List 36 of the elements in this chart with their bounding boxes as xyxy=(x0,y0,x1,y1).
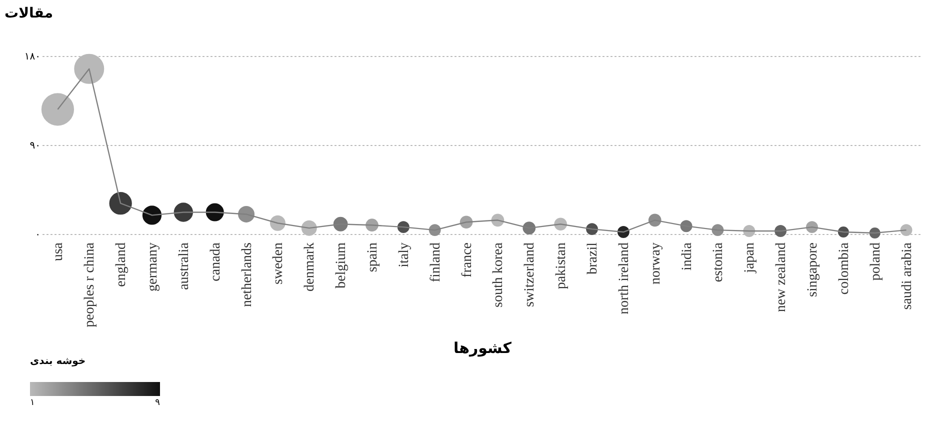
y-tick-label: ۹۰ xyxy=(30,140,40,152)
x-tick-label: italy xyxy=(396,242,412,268)
x-tick-label: finland xyxy=(428,242,444,282)
y-tick-label: ۱۸۰ xyxy=(24,52,40,62)
x-tick-label: usa xyxy=(51,242,66,262)
x-tick-label: netherlands xyxy=(240,242,255,308)
x-tick-label: poland xyxy=(868,242,884,281)
x-tick-label: south korea xyxy=(491,242,506,308)
y-tick-label: ۰ xyxy=(35,230,40,240)
x-tick-label: australia xyxy=(176,242,192,290)
color-bar-label: ۹ xyxy=(155,398,160,408)
x-tick-label: brazil xyxy=(586,242,600,274)
x-tick-label: sweden xyxy=(271,242,286,284)
x-tick-label: saudi arabia xyxy=(900,242,915,310)
x-tick-label: denmark xyxy=(302,242,318,292)
x-tick-label: england xyxy=(114,242,130,287)
x-axis-title: کشورها xyxy=(453,339,512,358)
x-tick-label: belgium xyxy=(334,242,350,288)
x-tick-label: germany xyxy=(146,242,160,292)
x-tick-label: peoples r china xyxy=(82,242,98,328)
color-bar-title: خوشه بندی xyxy=(30,356,86,367)
x-tick-label: new zealand xyxy=(774,242,790,312)
y-axis-title: مقالات xyxy=(4,6,53,22)
x-tick-label: canada xyxy=(208,242,224,282)
x-tick-label: france xyxy=(460,242,475,278)
x-tick-label: estonia xyxy=(711,242,726,282)
x-tick-label: spain xyxy=(366,242,380,272)
x-tick-label: singapore xyxy=(806,242,820,297)
x-tick-label: colombia xyxy=(836,242,852,295)
color-bar-label: ۱ xyxy=(30,398,35,408)
x-tick-label: india xyxy=(680,242,695,270)
x-tick-label: norway xyxy=(648,242,664,284)
x-tick-label: pakistan xyxy=(554,242,570,290)
x-tick-label: japan xyxy=(742,242,758,274)
x-tick-label: north ireland xyxy=(616,242,632,314)
x-tick-label: switzerland xyxy=(522,242,538,308)
